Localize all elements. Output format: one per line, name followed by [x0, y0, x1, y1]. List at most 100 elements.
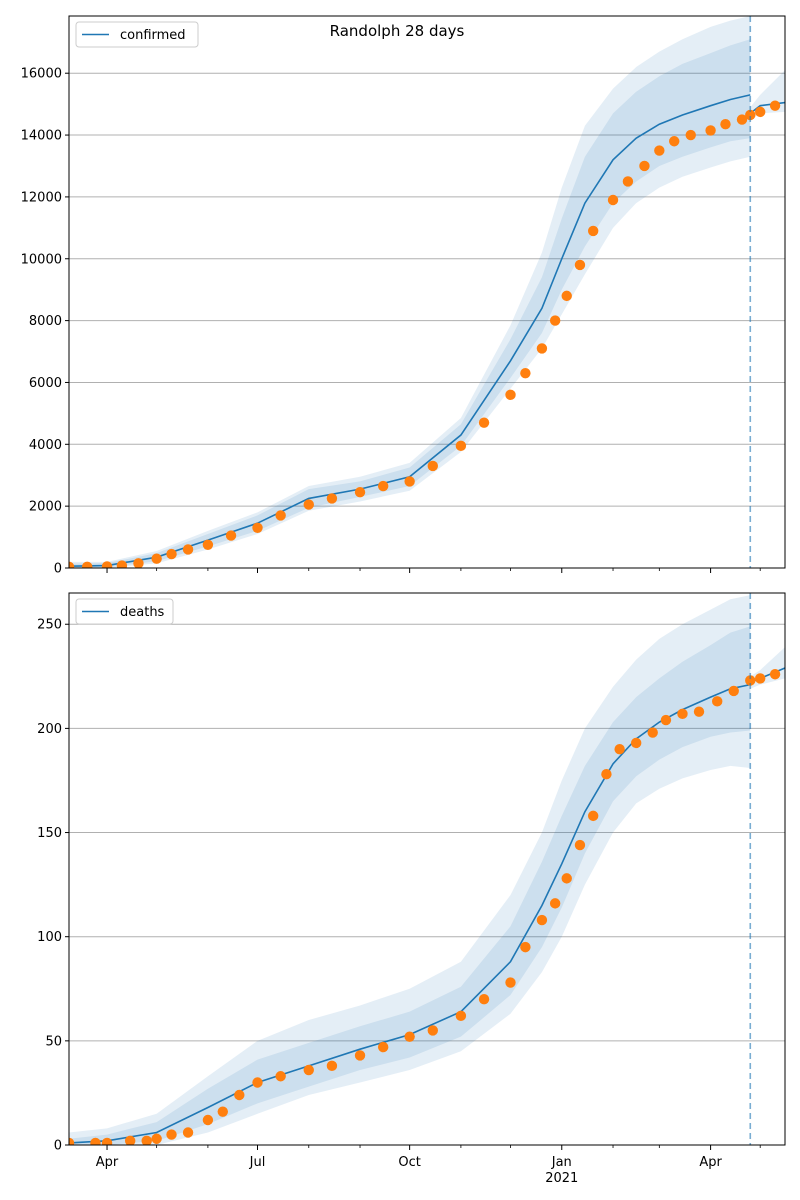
observed-point [549, 898, 561, 909]
observed-point [669, 136, 680, 147]
y-tick-label: 0 [54, 1139, 62, 1154]
observed-point [639, 160, 650, 172]
observed-point [549, 315, 561, 326]
observed-point [677, 708, 688, 720]
continuation-band [750, 647, 785, 689]
axes-frame [68, 592, 786, 1146]
observed-point [81, 561, 93, 568]
figure-title: Randolph 28 days [330, 22, 465, 40]
observed-point [720, 119, 731, 130]
observed-point [607, 194, 619, 206]
legend: confirmed [75, 21, 199, 48]
observed-point [182, 544, 194, 555]
plot-area [69, 16, 785, 568]
observed-point [601, 769, 612, 780]
legend-label: deaths [120, 605, 165, 620]
observed-point [561, 290, 572, 302]
observed-point [303, 1064, 314, 1076]
observed-point [745, 109, 756, 121]
observed-point [404, 1031, 415, 1042]
model-line [69, 94, 751, 567]
observed-point [116, 560, 128, 568]
observed-point [455, 440, 467, 452]
observed-point [478, 417, 490, 428]
observed-point [505, 977, 516, 988]
observed-point [622, 176, 634, 187]
uncertainty-band [69, 595, 751, 1145]
observed-point [587, 225, 599, 237]
observed-point [225, 530, 237, 541]
observed-point [234, 1089, 245, 1101]
axes-frame [68, 15, 786, 569]
observed-point [166, 1129, 177, 1140]
observed-point [101, 1137, 113, 1145]
observed-point [745, 675, 756, 686]
observed-point [705, 125, 716, 136]
observed-point [614, 744, 625, 755]
legend-box [75, 21, 199, 48]
observed-point [101, 561, 113, 568]
observed-point [654, 145, 665, 156]
observed-point [520, 941, 531, 953]
observed-point [69, 1137, 75, 1145]
observed-point [377, 1041, 389, 1053]
observed-point [303, 499, 314, 510]
observed-point [141, 1135, 152, 1145]
observed-point [427, 1025, 438, 1036]
x-tick-label: Apr [96, 1155, 119, 1170]
observed-point [354, 1050, 366, 1061]
observed-point [754, 673, 766, 684]
observed-point [90, 1137, 101, 1145]
observed-point [252, 1077, 263, 1088]
observed-point [217, 1106, 228, 1117]
observed-point [182, 1127, 194, 1138]
observed-point [574, 259, 586, 271]
observed-point [427, 460, 438, 472]
observed-point [728, 685, 739, 697]
observed-point [202, 539, 214, 551]
observed-point [202, 1114, 214, 1126]
legend-label: confirmed [120, 28, 186, 43]
legend-box [75, 598, 174, 625]
x-tick-label: Oct [398, 1155, 420, 1170]
x-tick-year-label: 2021 [545, 1171, 578, 1186]
observed-point [769, 100, 781, 111]
observed-point [252, 522, 263, 533]
observed-point [769, 669, 781, 680]
legend: deaths [75, 598, 174, 625]
x-tick-label: Jan [551, 1155, 572, 1170]
observed-point [151, 1133, 162, 1144]
y-tick-label: 0 [54, 562, 62, 577]
observed-point [478, 993, 490, 1005]
observed-point [166, 548, 177, 560]
y-tick-label: 200 [37, 722, 62, 737]
y-tick-label: 14000 [21, 129, 62, 144]
y-tick-label: 8000 [29, 314, 62, 329]
observed-point [404, 476, 415, 487]
observed-point [133, 558, 144, 568]
observed-point [354, 487, 366, 498]
observed-point [69, 561, 75, 568]
observed-point [275, 1071, 286, 1082]
y-tick-label: 150 [37, 826, 62, 841]
y-tick-label: 4000 [29, 438, 62, 453]
observed-point [587, 810, 599, 822]
uncertainty-band [69, 39, 751, 568]
observed-point [326, 1060, 338, 1072]
observed-point [536, 343, 548, 354]
x-tick-label: Apr [699, 1155, 722, 1170]
plot-area [69, 595, 785, 1145]
observed-point [736, 114, 748, 125]
observed-point [574, 839, 586, 851]
y-tick-label: 16000 [21, 67, 62, 82]
observed-point [754, 106, 766, 118]
observed-point [685, 129, 696, 141]
y-tick-label: 2000 [29, 500, 62, 515]
observed-point [660, 714, 672, 726]
observed-point [124, 1135, 136, 1145]
y-tick-label: 250 [37, 618, 62, 633]
y-tick-label: 100 [37, 930, 62, 945]
observed-point [561, 873, 572, 884]
observed-point [151, 553, 162, 564]
